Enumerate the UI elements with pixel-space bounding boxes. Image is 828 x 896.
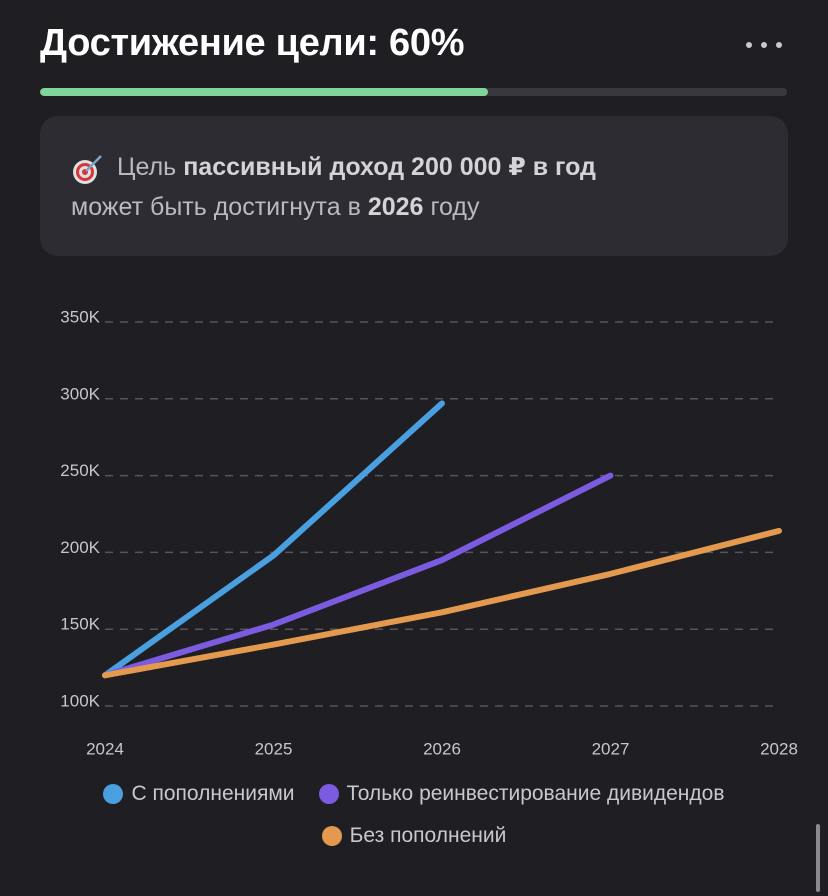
y-tick-label: 200K xyxy=(60,538,100,557)
text: может быть достигнута в xyxy=(71,193,361,221)
series-line xyxy=(102,527,782,679)
y-tick-label: 300K xyxy=(60,384,100,403)
legend-label: Без пополнений xyxy=(349,824,507,847)
series-line xyxy=(102,400,445,679)
legend-item[interactable]: С пополнениями xyxy=(103,780,295,808)
chart: 100K 150K 200K 250K 300K 350K 2024 2025 2026 2027… xyxy=(60,307,798,758)
legend-item[interactable]: Без пополнений xyxy=(321,822,507,850)
legend: С пополнениями Только реинвестирование ди… xyxy=(30,780,798,850)
legend-label: С пополнениями xyxy=(131,782,295,805)
progress-fill xyxy=(40,88,489,96)
legend-label: Только реинвестирование дивидендов xyxy=(346,782,725,805)
y-tick-label: 350K xyxy=(60,307,100,326)
x-tick-label: 2024 xyxy=(86,739,124,758)
legend-swatch xyxy=(103,784,124,804)
legend-swatch xyxy=(318,784,339,804)
text: Цель xyxy=(117,153,177,181)
goal-title: Достижение цели: 60% xyxy=(40,22,465,64)
legend-swatch xyxy=(321,826,342,846)
x-tick-label: 2027 xyxy=(592,739,630,758)
target-icon xyxy=(73,155,102,184)
scrollbar xyxy=(816,824,820,892)
x-tick-label: 2028 xyxy=(760,739,798,758)
goal-year: 2026 xyxy=(367,193,424,221)
more-menu[interactable] xyxy=(744,38,784,52)
y-tick-label: 100K xyxy=(60,691,100,710)
x-tick-label: 2025 xyxy=(255,739,293,758)
x-tick-label: 2026 xyxy=(423,739,461,758)
legend-item[interactable]: Только реинвестирование дивидендов xyxy=(318,780,725,808)
y-tick-label: 150K xyxy=(60,615,100,634)
goal-line: может быть достигнута в 2026 году xyxy=(71,193,479,222)
goal-card: Цель пассивный доход 200 000 ₽ в год може… xyxy=(40,116,788,256)
y-tick-label: 250K xyxy=(60,461,100,480)
progress-track xyxy=(40,88,787,96)
goal-text: пассивный доход 200 000 ₽ в год xyxy=(183,153,596,181)
text: году xyxy=(430,193,480,221)
goal-line: Цель пассивный доход 200 000 ₽ в год xyxy=(117,152,596,182)
series-line xyxy=(102,472,614,679)
